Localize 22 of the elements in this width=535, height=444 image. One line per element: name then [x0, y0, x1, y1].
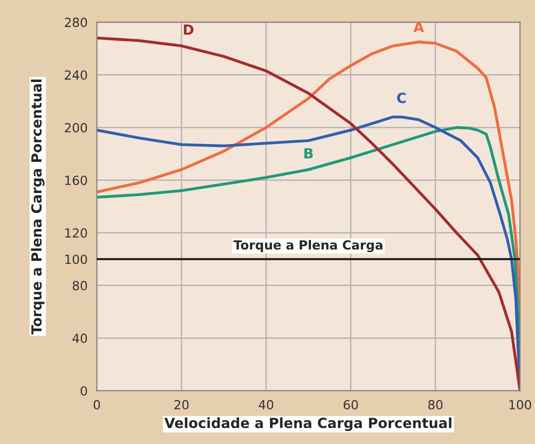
x-tick-label: 20 — [174, 400, 189, 410]
y-tick-label: 100 — [65, 254, 87, 264]
series-label: C — [397, 92, 406, 104]
x-tick-label: 80 — [428, 400, 443, 410]
y-tick-label: 120 — [65, 228, 87, 238]
x-tick-label: 100 — [509, 400, 532, 410]
series-label: A — [413, 22, 424, 32]
x-tick-label: 60 — [344, 400, 358, 410]
y-tick-label: 200 — [64, 122, 87, 132]
y-axis-title: Torque a Plena Carga Porcentual — [30, 80, 45, 334]
y-tick-label: 40 — [72, 334, 87, 343]
y-tick-label: 0 — [80, 386, 87, 396]
series-label: D — [184, 24, 194, 35]
y-tick-label: 80 — [72, 280, 87, 290]
x-tick-label: 0 — [94, 400, 100, 410]
series-label: B — [304, 148, 313, 158]
y-tick-label: 280 — [64, 18, 87, 28]
y-tick-label: 240 — [64, 70, 87, 80]
x-tick-label: 40 — [258, 400, 274, 410]
ref-line-label: Torque a Plena Carga — [234, 240, 382, 252]
x-axis-title: Velocidade a Plena Carga Porcentual — [164, 417, 452, 431]
y-tick-label: 160 — [65, 176, 87, 186]
